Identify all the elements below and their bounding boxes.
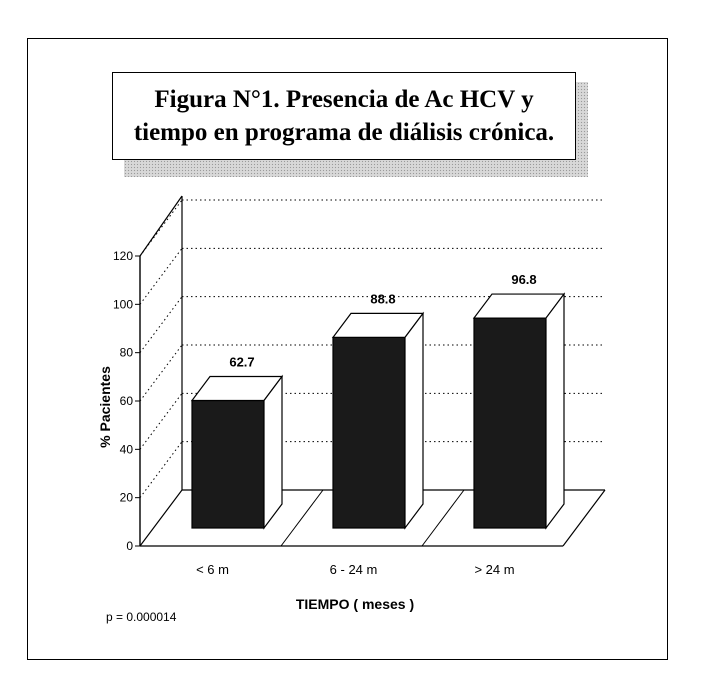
y-tick-label: 100	[113, 297, 133, 311]
floor-right-edge	[562, 489, 606, 547]
chart-frame	[27, 38, 668, 660]
bar	[191, 399, 265, 529]
y-tick-label: 20	[120, 491, 134, 505]
x-tick-label: < 6 m	[196, 562, 229, 577]
y-tick-label: 60	[120, 394, 134, 408]
y-tick-label: 40	[120, 442, 134, 456]
y-tick-label: 0	[126, 539, 133, 553]
bar-side-face	[404, 311, 424, 530]
chart-title: Figura N°1. Presencia de Ac HCV y tiempo…	[133, 86, 555, 146]
x-axis-title: TIEMPO ( meses )	[296, 596, 414, 612]
grid-diagonal	[139, 441, 183, 498]
bar-side-face	[545, 292, 565, 530]
floor-divider	[421, 489, 465, 547]
bar	[332, 336, 406, 529]
chart-title-box: Figura N°1. Presencia de Ac HCV y tiempo…	[112, 72, 576, 160]
grid-diagonal	[139, 248, 183, 305]
data-label: 96.8	[511, 272, 536, 287]
bar-side-face	[263, 374, 283, 530]
data-label: 62.7	[229, 354, 254, 369]
y-axis-title: % Pacientes	[97, 366, 113, 448]
x-tick-label: > 24 m	[474, 562, 514, 577]
left-wall-top-edge	[139, 195, 183, 257]
x-tick-label: 6 - 24 m	[330, 562, 378, 577]
grid-diagonal	[139, 344, 183, 402]
grid-diagonal	[139, 393, 183, 450]
p-value-note: p = 0.000014	[106, 610, 177, 624]
bar	[473, 317, 547, 529]
grid-diagonal	[139, 296, 183, 353]
y-tick-label: 80	[120, 346, 134, 360]
floor-divider	[280, 489, 324, 547]
data-label: 88.8	[370, 291, 395, 306]
grid-diagonal	[139, 199, 183, 257]
y-tick-label: 120	[113, 249, 133, 263]
floor-left-edge	[139, 489, 183, 547]
